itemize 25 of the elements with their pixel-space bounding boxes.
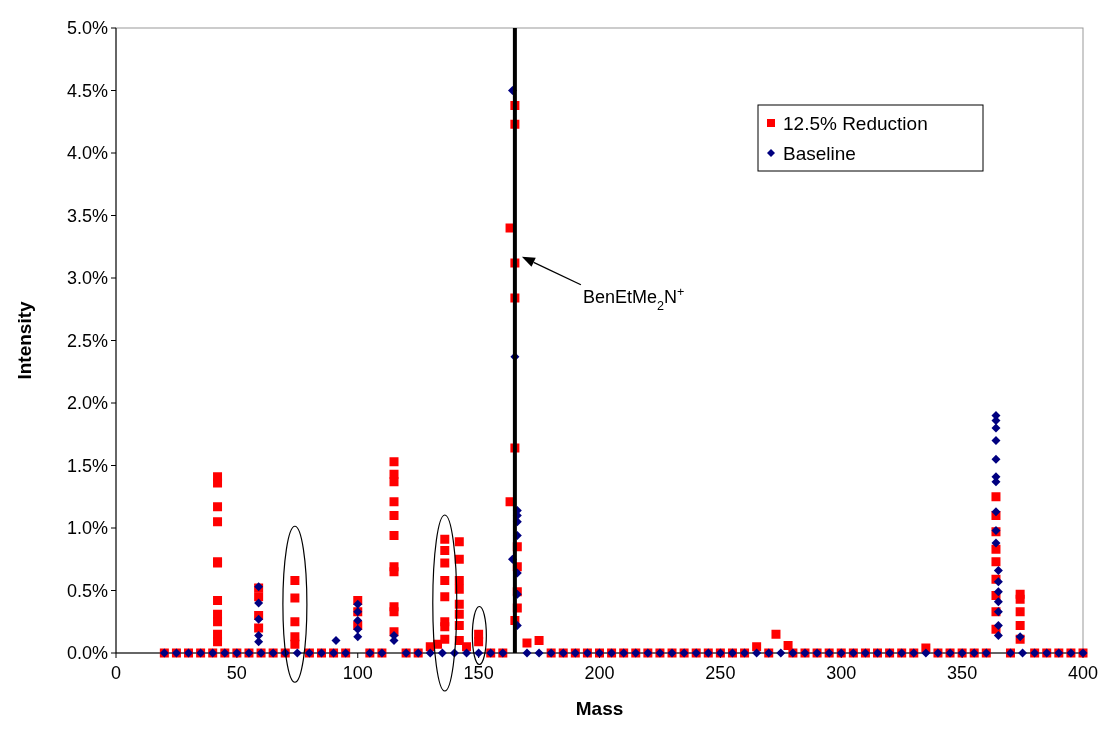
x-tick-label: 50 xyxy=(226,663,247,683)
y-tick-label: 5.0% xyxy=(66,18,108,39)
annotation: BenEtMe$_{2}$N$^{+}$ xyxy=(582,285,685,314)
legend-label: Baseline xyxy=(783,142,856,164)
y-axis-title: Intensity xyxy=(14,301,35,380)
y-tick-label: 3.5% xyxy=(66,205,108,226)
y-tick-label: 3.0% xyxy=(66,268,108,289)
y-tick-label: 4.5% xyxy=(66,80,108,101)
y-tick-label: 0.0% xyxy=(66,643,108,664)
y-tick-label: 2.5% xyxy=(66,330,108,351)
x-tick-label: 300 xyxy=(826,663,857,683)
y-tick-label: 2.0% xyxy=(66,393,108,414)
x-tick-label: 400 xyxy=(1067,663,1099,683)
x-tick-label: 200 xyxy=(584,663,615,683)
y-tick-label: 1.5% xyxy=(66,455,108,476)
x-tick-label: 0 xyxy=(110,663,122,683)
y-tick-label: 0.5% xyxy=(66,580,108,601)
x-tick-label: 150 xyxy=(463,663,494,683)
x-tick-label: 250 xyxy=(705,663,736,683)
y-tick-label: 1.0% xyxy=(66,518,108,539)
x-tick-label: 350 xyxy=(947,663,978,683)
legend-label: 12.5% Reduction xyxy=(783,112,928,134)
x-axis-title: Mass xyxy=(575,698,624,719)
x-tick-label: 100 xyxy=(342,663,373,683)
y-tick-label: 4.0% xyxy=(66,143,108,164)
